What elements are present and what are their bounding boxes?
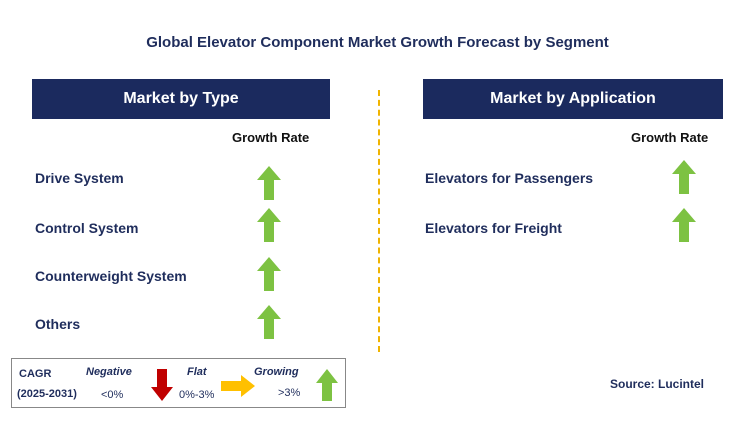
legend-growing-label: Growing [254, 366, 299, 378]
type-label-drive-system: Drive System [35, 170, 124, 186]
flat-arrow-icon [221, 375, 255, 397]
legend-cagr-label: CAGR [19, 368, 52, 380]
negative-arrow-icon [151, 369, 173, 401]
growing-arrow-icon [316, 369, 338, 401]
growing-arrow-icon [257, 305, 281, 339]
legend-negative-range: <0% [101, 389, 124, 401]
growing-arrow-icon [257, 208, 281, 242]
application-label-passengers: Elevators for Passengers [425, 170, 594, 186]
type-label-control-system: Control System [35, 220, 139, 236]
legend-flat-label: Flat [187, 366, 207, 378]
legend-negative-label: Negative [86, 366, 132, 378]
legend-period: (2025-2031) [17, 388, 77, 400]
source-label: Source: Lucintel [610, 377, 705, 391]
left-growth-rate-label: Growth Rate [232, 130, 310, 145]
growing-arrow-icon [672, 208, 696, 242]
growing-arrow-icon [672, 160, 696, 194]
market-by-type-header: Market by Type [32, 79, 330, 119]
growing-arrow-icon [257, 166, 281, 200]
type-label-others: Others [35, 316, 81, 332]
market-by-application-header: Market by Application [423, 79, 723, 119]
cagr-legend: CAGR (2025-2031) Negative <0% Flat 0%-3%… [11, 358, 346, 408]
application-label-freight: Elevators for Freight [425, 220, 562, 236]
right-growth-rate-label: Growth Rate [631, 130, 709, 145]
growing-arrow-icon [257, 257, 281, 291]
legend-flat-range: 0%-3% [179, 389, 215, 401]
legend-growing-range: >3% [278, 387, 301, 399]
panel-divider [378, 90, 380, 352]
chart-title: Global Elevator Component Market Growth … [146, 34, 609, 51]
type-label-counterweight-system: Counterweight System [35, 268, 187, 284]
